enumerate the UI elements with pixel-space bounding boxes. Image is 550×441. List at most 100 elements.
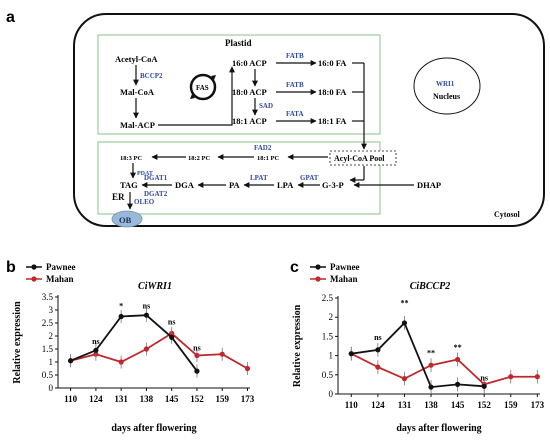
x-tick-label: 131 (114, 394, 128, 404)
cytosol-label: Cytosol (494, 210, 521, 219)
node-acetyl-coa: Acetyl-CoA (115, 54, 158, 64)
significance-label: ns (143, 302, 151, 311)
data-point (244, 365, 251, 372)
wri1-label: WRI1 (436, 80, 455, 88)
enzyme-fata: FATA (286, 110, 304, 118)
enzyme-dgat1: DGAT1 (144, 174, 168, 182)
x-tick-label: 173 (531, 400, 545, 410)
x-tick-label: 110 (345, 400, 359, 410)
plastid-label: Plastid (225, 38, 252, 48)
enzyme-sad: SAD (259, 102, 273, 110)
data-point (143, 312, 150, 318)
enzyme-lpat: LPAT (250, 174, 268, 182)
x-tick-label: 152 (477, 400, 491, 410)
node-acp160: 16:0 ACP (232, 58, 267, 68)
data-point (455, 356, 461, 363)
x-tick-label: 131 (398, 400, 412, 410)
chart-wri1: b Pawnee Mahan CiWRI1 0 0.5 1 1.5 2 2.5 3 3.5 110 124… (6, 259, 255, 434)
data-point (118, 313, 124, 320)
enzyme-fatb-2: FATB (286, 81, 304, 89)
cell-outline (73, 13, 545, 227)
y-tick-label: 0.5 (322, 370, 334, 380)
y-tick-label: 3.5 (42, 292, 54, 302)
x-tick-label: 124 (371, 400, 385, 410)
legend-label: Mahan (330, 274, 358, 284)
legend-swatch-marker (31, 264, 37, 270)
data-point (401, 376, 408, 382)
significance-label: ns (168, 317, 176, 326)
data-point (375, 364, 381, 370)
series-line (351, 321, 485, 389)
enzyme-gpat: GPAT (300, 174, 319, 182)
enzyme-fad2: FAD2 (254, 144, 272, 152)
oil-body (111, 210, 143, 228)
node-dga: DGA (175, 180, 195, 190)
data-point (194, 352, 200, 359)
data-point (481, 383, 487, 389)
node-pa: PA (229, 180, 241, 190)
x-tick-label: 159 (504, 400, 518, 410)
data-point (508, 374, 514, 380)
x-tick-label: 152 (190, 394, 204, 404)
node-acp180: 18:0 ACP (232, 87, 267, 97)
data-point (375, 347, 381, 353)
arrow-malacp-fas (158, 66, 235, 126)
node-pc182: 18:2 PC (188, 155, 211, 162)
data-point (68, 358, 74, 364)
data-point (348, 351, 354, 357)
node-pc181: 18:1 PC (257, 155, 280, 162)
acyl-coa-pool-box (329, 150, 397, 166)
significance-label: ** (400, 299, 408, 308)
node-fas: FAS (196, 84, 209, 92)
node-fa180: 18:0 FA (318, 87, 347, 97)
enzyme-dgat2: DGAT2 (144, 190, 168, 198)
node-mal-acp: Mal-ACP (120, 120, 155, 130)
x-tick-label: 159 (215, 394, 229, 404)
y-tick-label: 1.5 (322, 331, 334, 341)
significance-label: ns (92, 337, 100, 346)
chart-bccp2: c Pawnee Mahan CiBCCP2 0 0.5 1 1.5 2 2.5 110 124 131… (290, 259, 545, 434)
y-tick-label: 3 (49, 305, 54, 315)
significance-label: * (119, 302, 123, 311)
node-lpa: LPA (277, 180, 294, 190)
x-axis-label: days after flowering (111, 423, 196, 434)
node-tag: TAG (120, 180, 138, 190)
node-pc183: 18:3 PC (120, 155, 143, 162)
significance-label: ** (454, 343, 462, 352)
y-tick-label: 2 (49, 331, 54, 341)
legend-swatch-marker (315, 264, 321, 270)
fas-cycle-arrowhead-2 (190, 94, 195, 99)
node-fa160: 16:0 FA (318, 58, 347, 68)
fas-cycle-arrowhead (211, 75, 216, 80)
significance-label: ns (193, 343, 201, 352)
y-tick-label: 2.5 (322, 293, 334, 303)
data-point (401, 320, 408, 326)
enzyme-bccp2: BCCP2 (140, 72, 163, 80)
y-tick-label: 1.5 (42, 344, 54, 354)
legend-swatch-marker (31, 276, 37, 282)
fas-cycle (189, 73, 217, 101)
x-tick-label: 145 (451, 400, 465, 410)
data-point (143, 346, 150, 352)
plastid-box (97, 34, 381, 135)
y-tick-label: 2.5 (42, 318, 54, 328)
significance-label: ns (480, 374, 488, 383)
data-point (219, 351, 225, 357)
data-point (428, 384, 434, 390)
data-point (169, 334, 175, 340)
series-line (70, 332, 248, 370)
er-box (97, 141, 381, 215)
y-tick-label: 0.5 (42, 370, 54, 380)
x-tick-label: 138 (424, 400, 438, 410)
nucleus (413, 57, 481, 115)
data-point (455, 381, 461, 387)
x-tick-label: 124 (89, 394, 103, 404)
chart-title: CiBCCP2 (410, 281, 451, 292)
y-tick-label: 1 (329, 351, 334, 361)
x-tick-label: 173 (241, 394, 255, 404)
panel-label: c (290, 259, 299, 276)
legend-label: Pawnee (330, 262, 360, 272)
data-point (534, 374, 540, 380)
node-mal-coa: Mal-CoA (120, 87, 155, 97)
